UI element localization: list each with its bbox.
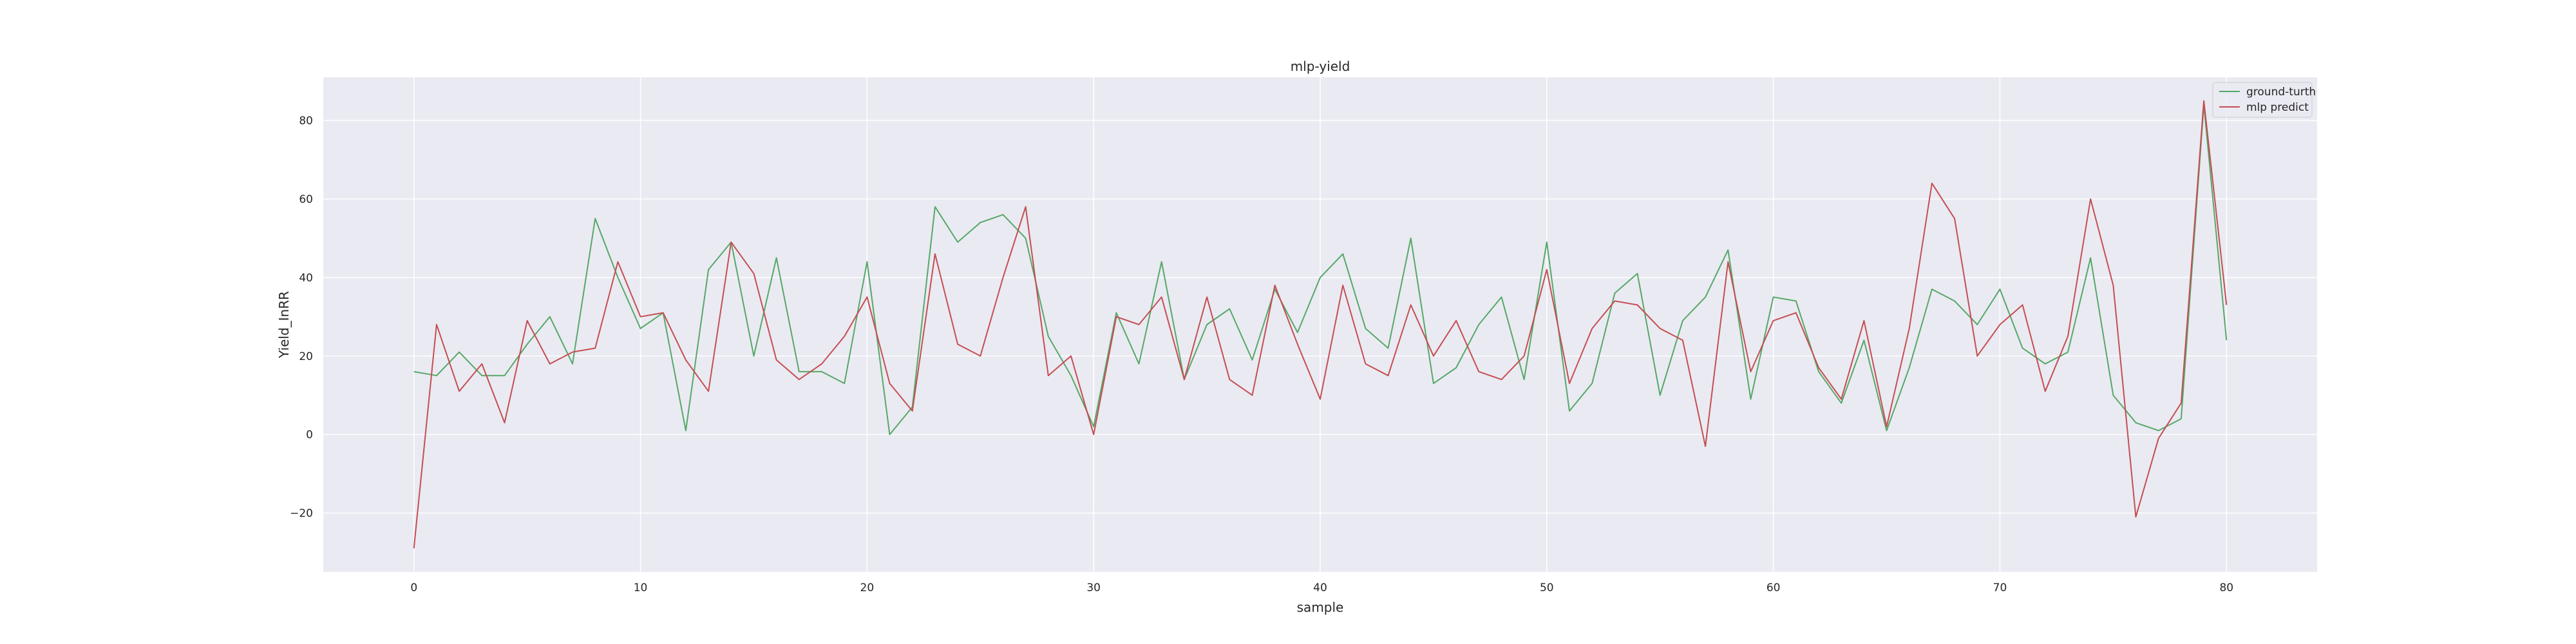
x-tick-label: 40 bbox=[1313, 582, 1327, 594]
y-tick-labels: −20 0 20 40 60 80 bbox=[290, 115, 313, 520]
series-group bbox=[413, 100, 2228, 549]
y-tick-label: 20 bbox=[299, 350, 313, 363]
y-tick-label: 80 bbox=[299, 115, 313, 128]
x-tick-label: 80 bbox=[2219, 582, 2233, 594]
x-tick-labels: 0 10 20 30 40 50 60 70 80 bbox=[410, 582, 2233, 594]
x-tick-label: 50 bbox=[1540, 582, 1554, 594]
series-line-1 bbox=[413, 100, 2228, 549]
y-tick-label: 0 bbox=[306, 429, 313, 442]
legend-label-ground-truth: ground-turth bbox=[2246, 86, 2316, 99]
y-axis-title: Yield_InRR bbox=[276, 291, 292, 359]
y-tick-label: 60 bbox=[299, 193, 313, 206]
y-tick-label: 40 bbox=[299, 272, 313, 285]
x-tick-label: 30 bbox=[1086, 582, 1101, 594]
x-axis-title: sample bbox=[1297, 600, 1344, 615]
x-tick-label: 70 bbox=[1993, 582, 2007, 594]
legend-label-mlp-predict: mlp predict bbox=[2246, 101, 2309, 114]
series-line-0 bbox=[413, 104, 2228, 435]
y-tick-label: −20 bbox=[290, 507, 313, 520]
chart-title: mlp-yield bbox=[1291, 59, 1350, 74]
x-tick-label: 0 bbox=[410, 582, 417, 594]
x-tick-label: 20 bbox=[860, 582, 875, 594]
x-tick-label: 60 bbox=[1766, 582, 1781, 594]
x-tick-label: 10 bbox=[634, 582, 648, 594]
legend: ground-turth mlp predict bbox=[2212, 82, 2316, 118]
